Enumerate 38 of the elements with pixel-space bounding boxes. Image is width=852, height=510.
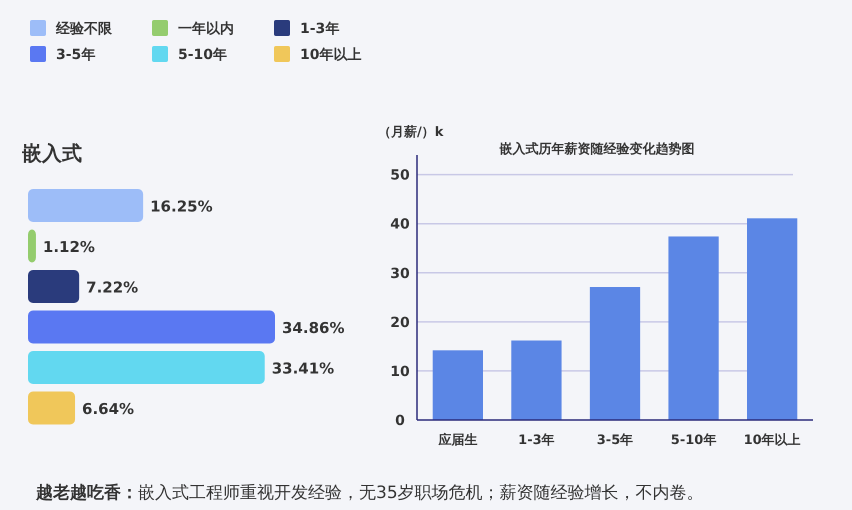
data-label: 1.12% [42,238,95,256]
data-label: 7.22% [86,278,138,296]
legend-label: 3-5年 [56,47,96,63]
y-tick-label: 20 [390,314,410,331]
data-label: 34.86% [282,319,344,337]
data-label: 33.41% [272,360,334,378]
chart-title: 嵌入式 [21,141,82,165]
bar [511,340,562,420]
text: 越老越吃香：嵌入式工程师重视开发经验，无35岁职场危机；薪资随经验增长，不内卷。 [35,483,704,503]
x-tick-label: 3-5年 [596,433,634,448]
bar [747,218,798,420]
bar [590,287,640,420]
legend-label: 10年以上 [300,47,362,63]
legend-label: 1-3年 [300,21,340,37]
bar [28,270,80,303]
data-label: 16.25% [150,198,213,216]
bar [432,350,483,420]
data-label: 6.64% [82,400,134,418]
bar [28,351,265,384]
y-tick-label: 30 [390,266,410,282]
y-tick-label: 50 [390,168,410,184]
y-axis-title: （月薪/）k [378,124,444,140]
legend-label: 一年以内 [178,21,234,37]
chart-title: 嵌入式历年薪资随经验变化趋势图 [498,141,694,157]
y-tick-label: 0 [395,413,406,429]
bar [28,230,36,262]
bar [28,189,144,222]
x-tick-label: 应届生 [437,432,478,448]
legend-label: 5-10年 [178,47,228,63]
x-tick-label: 10年以上 [744,433,801,448]
y-tick-label: 10 [390,364,410,380]
x-tick-label: 1-3年 [518,433,555,448]
x-tick-label: 5-10年 [670,433,716,448]
legend-label: 经验不限 [55,21,113,37]
y-tick-label: 40 [390,216,410,233]
bar [28,392,76,424]
bar [28,310,275,344]
bar [668,236,719,420]
